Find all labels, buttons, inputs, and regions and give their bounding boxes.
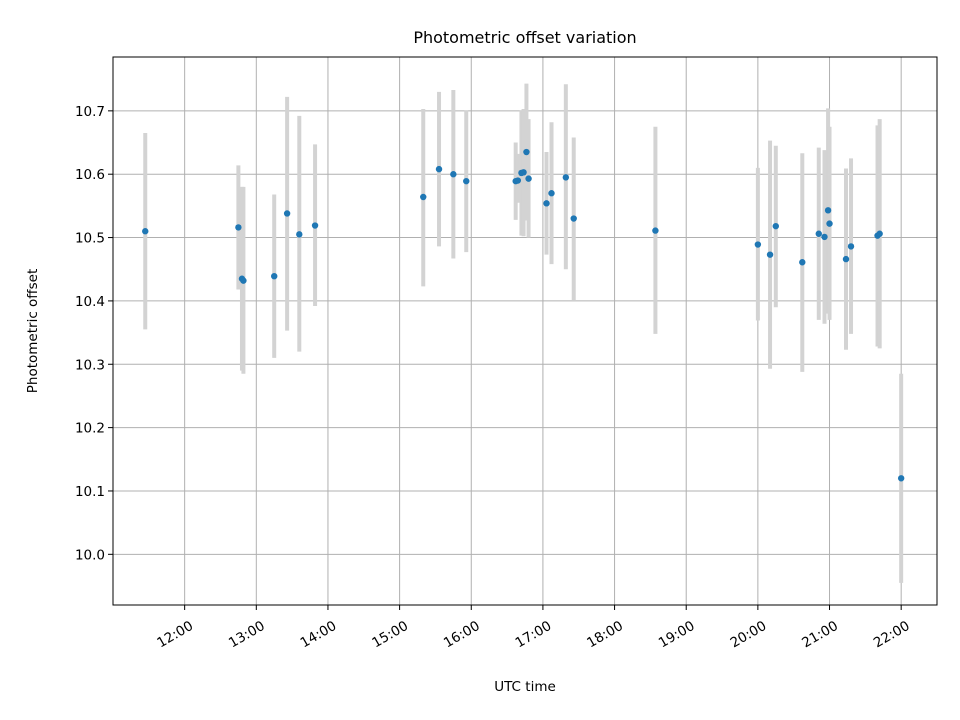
data-point xyxy=(523,148,530,156)
y-tick-label: 10.1 xyxy=(75,484,105,500)
data-point xyxy=(543,200,550,207)
data-point xyxy=(826,220,833,227)
data-point xyxy=(562,174,570,181)
data-point xyxy=(548,190,555,197)
y-tick-label: 10.2 xyxy=(75,421,105,437)
data-point xyxy=(754,241,762,248)
y-tick-label: 10.3 xyxy=(75,357,105,373)
x-axis-label: UTC time xyxy=(494,679,556,695)
data-point xyxy=(570,215,577,222)
data-point xyxy=(450,171,457,178)
data-point xyxy=(799,259,806,266)
data-point xyxy=(240,277,247,284)
data-point xyxy=(766,251,774,258)
data-point xyxy=(271,273,278,280)
data-point xyxy=(824,207,832,214)
data-point xyxy=(815,230,822,237)
data-points xyxy=(142,148,905,482)
y-axis-label: Photometric offset xyxy=(25,269,41,393)
data-point xyxy=(897,475,905,482)
data-point xyxy=(520,169,527,176)
data-point xyxy=(514,177,522,184)
data-point xyxy=(842,255,850,263)
data-point xyxy=(821,233,828,241)
data-point xyxy=(847,243,855,250)
y-tick-label: 10.7 xyxy=(75,104,105,120)
data-point xyxy=(296,231,303,238)
data-point xyxy=(435,165,443,173)
data-point xyxy=(142,228,149,235)
data-point xyxy=(525,175,532,182)
chart-title: Photometric offset variation xyxy=(413,28,636,47)
data-point xyxy=(311,222,319,229)
plot-frame xyxy=(112,56,938,606)
data-point xyxy=(235,224,242,231)
data-point xyxy=(652,227,659,234)
data-point xyxy=(420,193,427,201)
y-tick-label: 10.5 xyxy=(75,231,105,247)
y-tick-label: 10.0 xyxy=(75,547,105,563)
data-point xyxy=(876,230,883,237)
data-point xyxy=(463,177,470,185)
data-point xyxy=(283,210,291,217)
data-point xyxy=(772,222,779,230)
y-tick-label: 10.6 xyxy=(75,167,105,183)
y-tick-label: 10.4 xyxy=(75,294,105,310)
